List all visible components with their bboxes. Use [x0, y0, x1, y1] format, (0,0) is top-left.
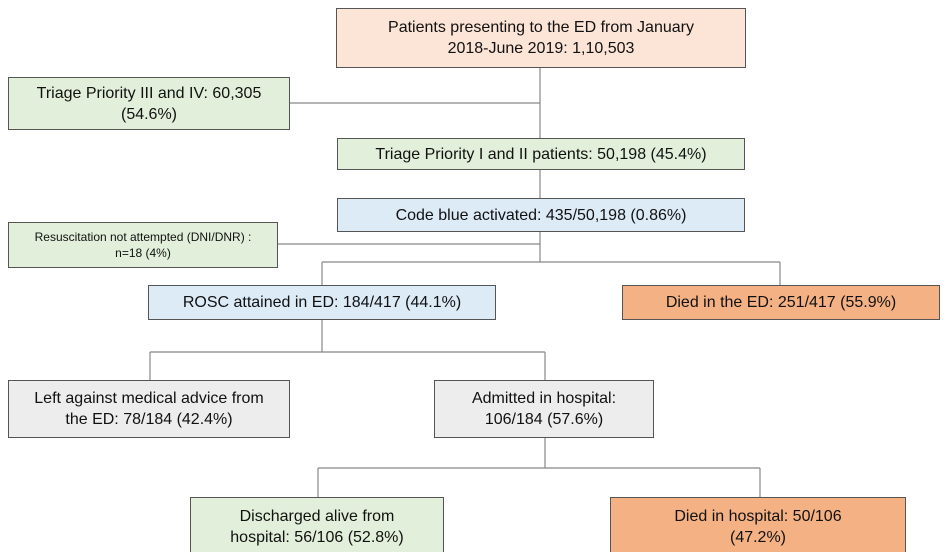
- node-box: Triage Priority I and II patients: 50,19…: [337, 138, 745, 170]
- node-box: Admitted in hospital: 106/184 (57.6%): [434, 380, 654, 438]
- node-text: hospital: 56/106 (52.8%): [230, 529, 404, 546]
- node-text: Triage Priority I and II patients: 50,19…: [375, 145, 707, 163]
- node-text: (54.6%): [120, 105, 178, 123]
- node-box: Died in the ED: 251/417 (55.9%): [622, 285, 940, 320]
- node-box: Left against medical advice from the ED: …: [8, 380, 290, 438]
- node-box: Died in hospital: 50/106 (47.2%): [610, 497, 906, 552]
- node-text: n=18 (4%): [115, 246, 171, 260]
- node-text: Resuscitation not attempted (DNI/DNR) :: [34, 230, 252, 244]
- node-text: Died in hospital: 50/106: [674, 508, 842, 525]
- node-text: 2018-June 2019: 1,10,503: [447, 40, 635, 57]
- node-box: ROSC attained in ED: 184/417 (44.1%): [148, 285, 496, 320]
- node-box: Patients presenting to the ED from Janua…: [336, 8, 746, 68]
- node-text: Code blue activated: 435/50,198 (0.86%): [395, 206, 687, 224]
- node-text: the ED: 78/184 (42.4%): [65, 411, 233, 428]
- node-text: Left against medical advice from: [34, 390, 264, 407]
- node-box: Discharged alive from hospital: 56/106 (5…: [190, 497, 444, 552]
- node-text: ROSC attained in ED: 184/417 (44.1%): [182, 294, 462, 311]
- node-text: Triage Priority III and IV: 60,305: [36, 84, 262, 102]
- node-box: Code blue activated: 435/50,198 (0.86%): [337, 198, 745, 232]
- node-text: Patients presenting to the ED from Janua…: [388, 19, 694, 36]
- node-text: 106/184 (57.6%): [484, 411, 604, 428]
- node-text: (47.2%): [729, 529, 787, 546]
- node-text: Died in the ED: 251/417 (55.9%): [665, 294, 897, 311]
- node-box: Resuscitation not attempted (DNI/DNR) : n…: [8, 222, 278, 268]
- node-text: Admitted in hospital:: [471, 390, 617, 407]
- node-text: Discharged alive from: [239, 508, 395, 525]
- node-box: Triage Priority III and IV: 60,305 (54.6%…: [8, 77, 290, 130]
